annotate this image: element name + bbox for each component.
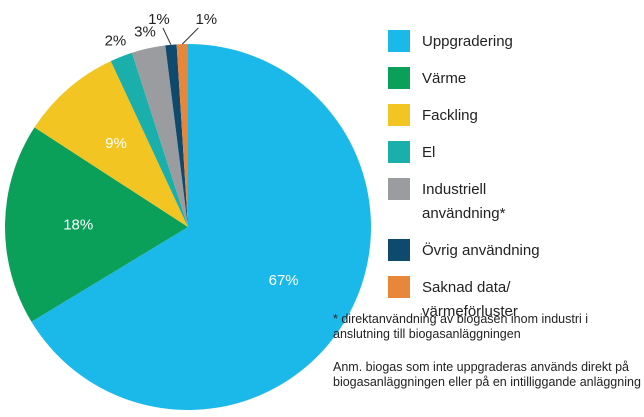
legend-item: Saknad data/ värmeförluster — [388, 276, 557, 324]
pie-slice — [110, 52, 188, 227]
legend-item: El — [388, 141, 557, 165]
legend-label: El — [422, 144, 436, 161]
legend-label: Industriell användning* — [422, 181, 506, 222]
data-label: 2% — [105, 33, 127, 50]
legend-item: Uppgradering — [388, 30, 557, 54]
data-label: 18% — [63, 216, 93, 233]
data-label: 67% — [269, 272, 299, 289]
legend-swatch — [388, 30, 410, 52]
leader-line — [181, 27, 199, 45]
legend-item: Värme — [388, 67, 557, 91]
legend-swatch — [388, 178, 410, 200]
data-label: 1% — [148, 11, 170, 28]
note: Anm. biogas som inte uppgraderas används… — [333, 360, 641, 389]
legend-swatch — [388, 239, 410, 261]
data-label: 3% — [134, 24, 156, 41]
pie-slice — [176, 44, 188, 227]
legend-swatch — [388, 141, 410, 163]
legend-item: Industriell användning* — [388, 178, 557, 226]
legend-label: Uppgradering — [422, 33, 513, 50]
legend-swatch — [388, 276, 410, 298]
leader-line — [162, 27, 172, 46]
legend-swatch — [388, 104, 410, 126]
pie-slice — [131, 45, 188, 227]
data-label: 9% — [105, 135, 127, 152]
pie-slice — [165, 44, 188, 227]
chart: 67%18%9%2%3%1% 1% — [5, 11, 371, 411]
pie-slice — [34, 61, 189, 227]
legend-label: Övrig användning — [422, 242, 540, 259]
footnote: * direktanvändning av biogasen inom indu… — [333, 312, 589, 341]
data-label: 1% — [195, 11, 217, 28]
legend-label: Fackling — [422, 107, 478, 124]
legend-label: Värme — [422, 70, 467, 87]
legend-item: Övrig användning — [388, 239, 557, 263]
legend-item: Fackling — [388, 104, 557, 128]
pie-slice — [5, 127, 188, 322]
legend-label: Saknad data/ värmeförluster — [422, 279, 518, 320]
legend-swatch — [388, 67, 410, 89]
pie-slice — [31, 44, 371, 411]
legend: Uppgradering Värme Fackling El Industriell a… — [388, 30, 557, 337]
